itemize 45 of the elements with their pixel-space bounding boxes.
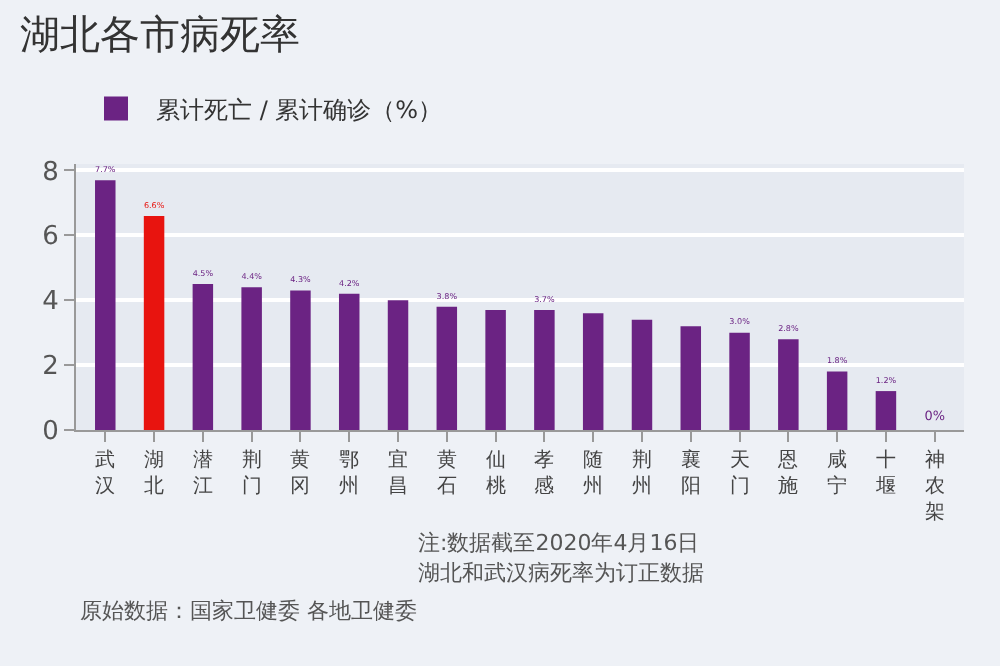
legend-label: 累计死亡 / 累计确诊（%）	[156, 95, 443, 124]
x-tick-label: 神农架	[924, 448, 945, 524]
bar	[778, 339, 799, 430]
bar	[485, 309, 506, 430]
y-tick-label: 2	[42, 352, 59, 383]
x-tick-label: 湖北	[144, 448, 165, 498]
bar	[826, 371, 848, 430]
x-tick-label: 恩施	[776, 450, 799, 498]
bar	[582, 313, 604, 430]
bar	[534, 309, 555, 430]
x-tick-label: 荆州	[631, 448, 652, 498]
bar	[192, 284, 214, 430]
x-tick-label: 咸宁	[827, 448, 848, 498]
bar	[290, 290, 311, 430]
x-tick-label: 武汉	[95, 448, 116, 498]
x-tick-label: 十堰	[873, 448, 896, 498]
bar	[95, 180, 116, 430]
bar	[729, 332, 750, 430]
y-tick-label: 6	[42, 222, 59, 253]
bar	[436, 306, 458, 430]
x-tick-label: 荆门	[241, 448, 262, 498]
x-tick-label: 黄冈	[290, 448, 311, 498]
bar	[875, 391, 897, 430]
x-tick-label: 仙桃	[485, 450, 506, 498]
x-tick-label: 鄂州	[339, 450, 360, 498]
bar	[338, 293, 360, 430]
y-tick-label: 8	[42, 157, 59, 188]
bar	[143, 215, 165, 430]
text: 湖北和武汉病死率为订正数据	[418, 560, 704, 586]
bar	[241, 287, 262, 430]
x-tick-label: 宜昌	[388, 448, 409, 498]
x-tick-label: 孝感	[534, 448, 555, 498]
y-tick-label: 4	[42, 287, 59, 318]
x-tick-label: 襄阳	[680, 448, 701, 498]
text: 注:数据截至2020年4月16日	[418, 530, 700, 556]
x-tick-label: 黄石	[436, 448, 457, 498]
text: 原始数据：国家卫健委 各地卫健委	[80, 598, 417, 624]
bar	[631, 319, 653, 430]
y-tick-label: 0	[42, 417, 59, 448]
chart-title: 湖北各市病死率	[20, 9, 300, 58]
bar	[680, 326, 702, 430]
bar	[387, 300, 409, 430]
x-tick-label: 潜江	[192, 448, 213, 498]
x-tick-label: 随州	[583, 450, 604, 498]
x-tick-label: 天门	[729, 450, 750, 498]
